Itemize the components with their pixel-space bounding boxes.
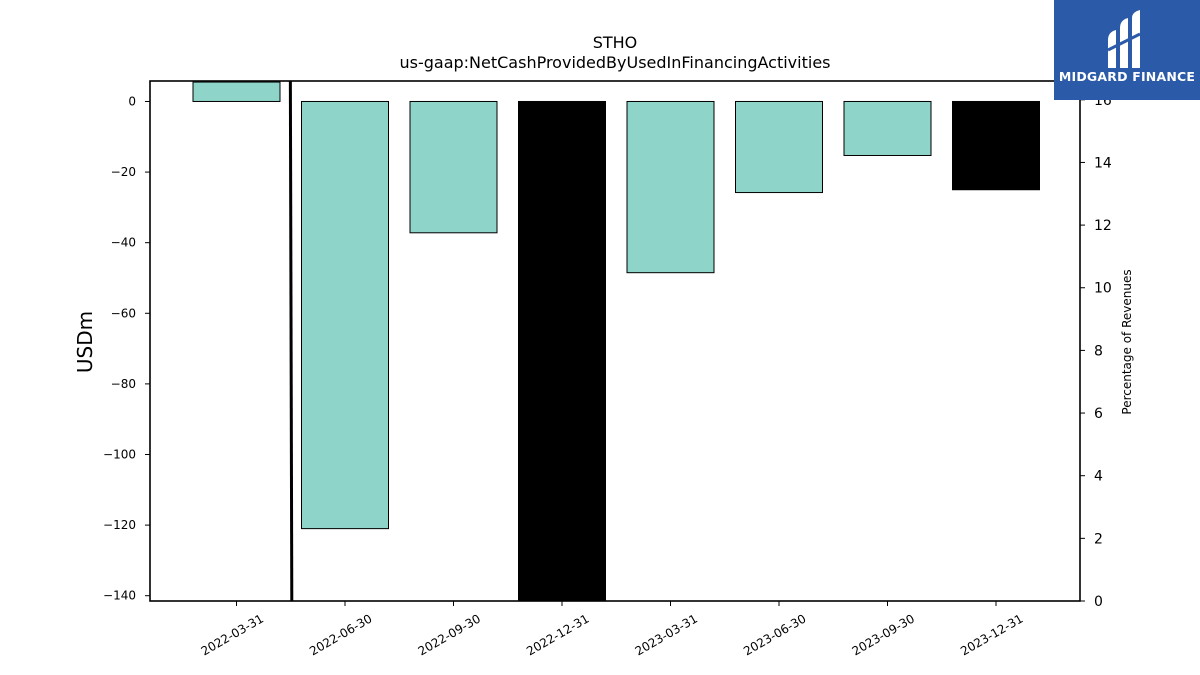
y-tick-label: 0 xyxy=(128,94,136,108)
x-tick-label: 2022-09-30 xyxy=(416,611,483,658)
logo-text: MIDGARD FINANCE xyxy=(1058,69,1196,84)
bar-2023-09-30 xyxy=(843,100,932,156)
y-tick-label: −80 xyxy=(111,377,136,391)
y2-tick-label: 14 xyxy=(1094,155,1112,171)
bar-2022-09-30 xyxy=(409,100,498,234)
y2-tick-label: 4 xyxy=(1094,469,1103,485)
bar-group xyxy=(192,81,1040,602)
line-series-group xyxy=(288,81,294,601)
x-tick-label: 2022-12-31 xyxy=(524,611,591,658)
bar-2023-12-31 xyxy=(952,100,1040,191)
y2-tick-label: 6 xyxy=(1094,406,1103,422)
x-tick-label: 2023-03-31 xyxy=(633,611,700,658)
bar-2023-06-30 xyxy=(735,100,823,194)
x-tick-label: 2022-03-31 xyxy=(199,611,266,658)
x-tick-label: 2023-12-31 xyxy=(958,611,1025,658)
bar-2023-03-31 xyxy=(626,100,715,274)
y-tick-label: −60 xyxy=(111,306,136,320)
logo-mark-icon xyxy=(1107,10,1141,68)
y2-tick-label: 10 xyxy=(1094,281,1112,297)
midgard-finance-logo: MIDGARD FINANCE xyxy=(1054,0,1200,100)
y-axis: 0 −20 −40 −60 −80 −100 −120 −140 xyxy=(103,94,150,603)
y-axis-label: USDm xyxy=(73,311,97,373)
chart-subtitle: us-gaap:NetCashProvidedByUsedInFinancing… xyxy=(399,53,830,72)
y-tick-label: −100 xyxy=(103,447,136,461)
plot-frame xyxy=(149,80,1081,602)
bar-2022-03-31 xyxy=(192,81,281,102)
bar-2022-12-31 xyxy=(518,100,606,602)
y2-tick-label: 12 xyxy=(1094,218,1112,234)
chart-title: STHO xyxy=(593,33,638,52)
y2-tick-label: 8 xyxy=(1094,343,1103,359)
y2-axis-label: Percentage of Revenues xyxy=(1120,269,1134,414)
x-tick-label: 2023-09-30 xyxy=(850,611,917,658)
percentage-line xyxy=(288,81,294,601)
y-tick-label: −120 xyxy=(103,518,136,532)
y-tick-label: −140 xyxy=(103,589,136,603)
y-tick-label: −40 xyxy=(111,236,136,250)
y-tick-label: −20 xyxy=(111,165,136,179)
x-axis: 2022-03-31 2022-06-30 2022-09-30 2022-12-31… xyxy=(199,601,1026,658)
y2-tick-label: 2 xyxy=(1094,531,1103,547)
bar-2022-06-30 xyxy=(301,100,389,530)
y2-tick-label: 0 xyxy=(1094,594,1103,610)
x-tick-label: 2022-06-30 xyxy=(307,611,374,658)
x-tick-label: 2023-06-30 xyxy=(741,611,808,658)
